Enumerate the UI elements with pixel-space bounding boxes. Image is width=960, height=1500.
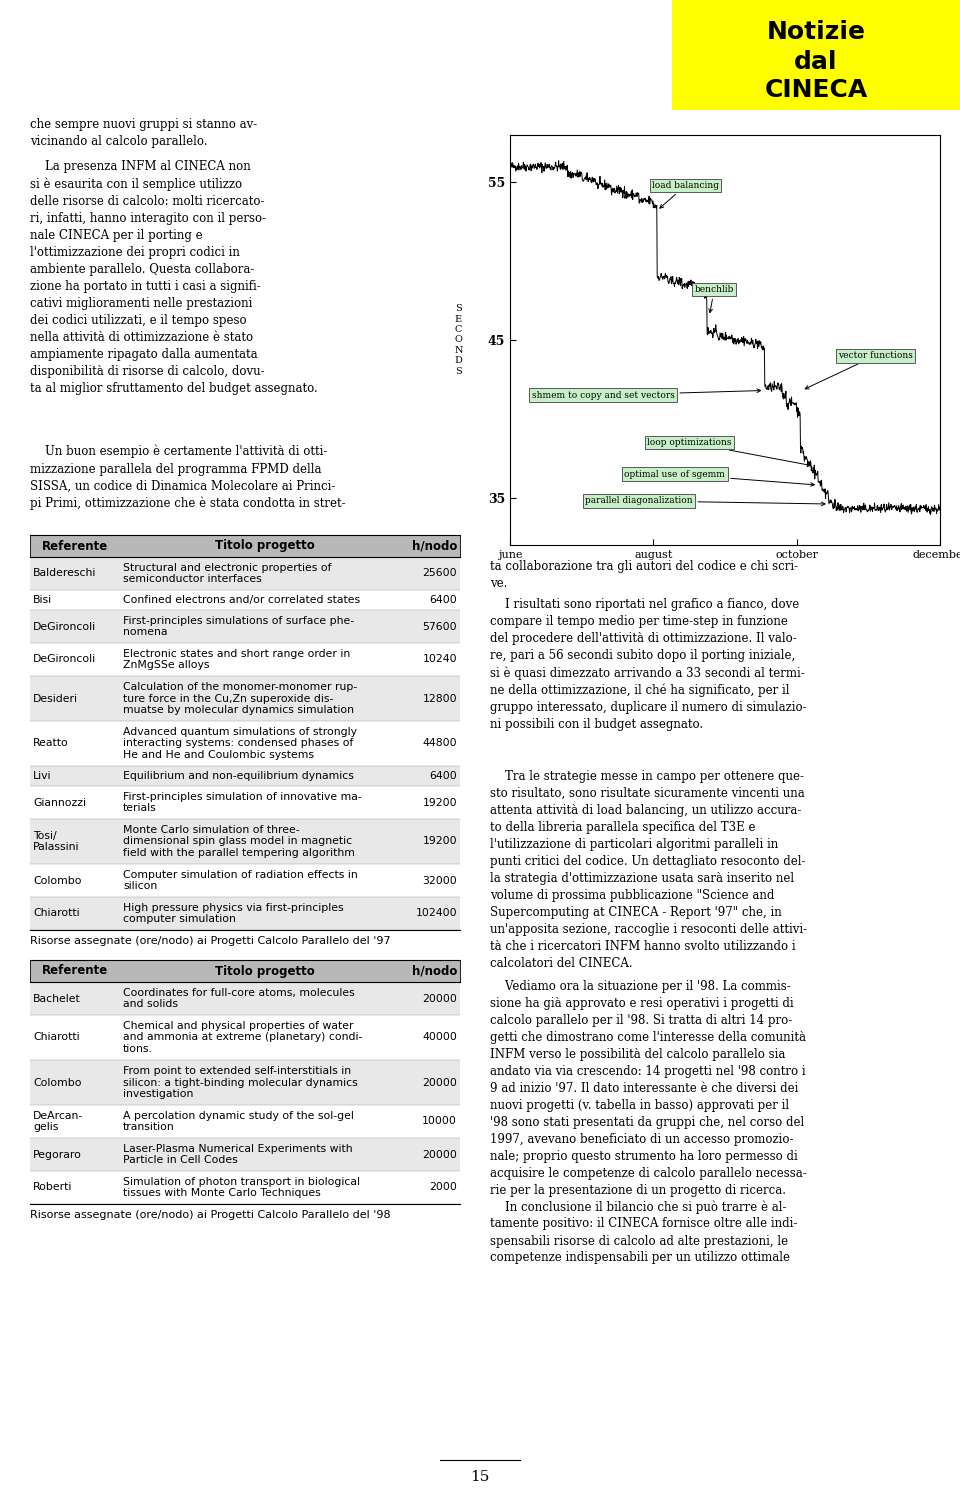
Bar	[30, 1172, 460, 1204]
Text: dal: dal	[794, 50, 838, 74]
Text: CINECA: CINECA	[764, 78, 868, 102]
Text: 44800: 44800	[422, 738, 457, 748]
Text: Referente: Referente	[42, 964, 108, 978]
Text: h/nodo: h/nodo	[412, 540, 458, 552]
Text: Referente: Referente	[42, 540, 108, 552]
Text: 6400: 6400	[429, 771, 457, 782]
Bar	[30, 536, 460, 556]
Text: First-principles simulations of surface phe-
nomena: First-principles simulations of surface …	[123, 615, 354, 638]
Text: Confined electrons and/or correlated states: Confined electrons and/or correlated sta…	[123, 596, 360, 604]
Bar	[30, 590, 460, 610]
Text: ta collaborazione tra gli autori del codice e chi scri-
ve.: ta collaborazione tra gli autori del cod…	[490, 560, 798, 590]
Text: optimal use of sgemm: optimal use of sgemm	[624, 470, 814, 486]
Text: Pegoraro: Pegoraro	[33, 1149, 82, 1160]
Text: Colombo: Colombo	[33, 876, 82, 885]
Text: DeGironcoli: DeGironcoli	[33, 621, 96, 632]
Text: Electronic states and short range order in
ZnMgSSe alloys: Electronic states and short range order …	[123, 648, 350, 670]
Text: High pressure physics via first-principles
computer simulation: High pressure physics via first-principl…	[123, 903, 344, 924]
Text: Computer simulation of radiation effects in
silicon: Computer simulation of radiation effects…	[123, 870, 358, 891]
Text: In conclusione il bilancio che si può trarre è al-
tamente positivo: il CINECA f: In conclusione il bilancio che si può tr…	[490, 1200, 798, 1264]
Text: DeGironcoli: DeGironcoli	[33, 654, 96, 664]
Text: Chiarotti: Chiarotti	[33, 909, 80, 918]
Bar	[30, 960, 460, 982]
Text: 20000: 20000	[422, 1077, 457, 1088]
Bar	[30, 982, 460, 1016]
Bar	[30, 786, 460, 819]
Text: Simulation of photon transport in biological
tissues with Monte Carlo Techniques: Simulation of photon transport in biolog…	[123, 1176, 360, 1198]
Text: First-principles simulation of innovative ma-
terials: First-principles simulation of innovativ…	[123, 792, 362, 813]
Bar	[30, 1016, 460, 1060]
Text: La presenza INFM al CINECA non
si è esaurita con il semplice utilizzo
delle riso: La presenza INFM al CINECA non si è esau…	[30, 160, 318, 394]
Text: 20000: 20000	[422, 1149, 457, 1160]
Text: Risorse assegnate (ore/nodo) ai Progetti Calcolo Parallelo del '98: Risorse assegnate (ore/nodo) ai Progetti…	[30, 1210, 391, 1219]
Text: 19200: 19200	[422, 837, 457, 846]
Text: Giannozzi: Giannozzi	[33, 798, 86, 807]
Bar	[30, 556, 460, 590]
Text: 6400: 6400	[429, 596, 457, 604]
Bar	[30, 819, 460, 864]
Text: 102400: 102400	[416, 909, 457, 918]
Text: Bachelet: Bachelet	[33, 993, 81, 1004]
Text: Un buon esempio è certamente l'attività di otti-
mizzazione parallela del progra: Un buon esempio è certamente l'attività …	[30, 446, 346, 510]
Text: 10240: 10240	[422, 654, 457, 664]
Text: Titolo progetto: Titolo progetto	[215, 540, 315, 552]
Text: Colombo: Colombo	[33, 1077, 82, 1088]
Bar	[30, 864, 460, 897]
Text: Bisi: Bisi	[33, 596, 52, 604]
Text: Chemical and physical properties of water
and ammonia at extreme (planetary) con: Chemical and physical properties of wate…	[123, 1022, 362, 1054]
Bar	[30, 1106, 460, 1138]
Text: Monte Carlo simulation of three-
dimensional spin glass model in magnetic
field : Monte Carlo simulation of three- dimensi…	[123, 825, 355, 858]
Text: Risorse assegnate (ore/nodo) ai Progetti Calcolo Parallelo del '97: Risorse assegnate (ore/nodo) ai Progetti…	[30, 936, 391, 946]
Bar	[30, 610, 460, 644]
Bar	[30, 722, 460, 766]
Bar	[30, 1060, 460, 1106]
Text: 19200: 19200	[422, 798, 457, 807]
Text: S
E
C
O
N
D
S: S E C O N D S	[454, 304, 463, 375]
Text: che sempre nuovi gruppi si stanno av-
vicinando al calcolo parallelo.: che sempre nuovi gruppi si stanno av- vi…	[30, 118, 257, 148]
Text: Titolo progetto: Titolo progetto	[215, 964, 315, 978]
Text: shmem to copy and set vectors: shmem to copy and set vectors	[532, 388, 760, 399]
Text: loop optimizations: loop optimizations	[647, 438, 811, 466]
Text: 2000: 2000	[429, 1182, 457, 1192]
Text: Vediamo ora la situazione per il '98. La commis-
sione ha già approvato e resi o: Vediamo ora la situazione per il '98. La…	[490, 980, 806, 1197]
Text: DeArcan-
gelis: DeArcan- gelis	[33, 1110, 84, 1132]
Text: I risultati sono riportati nel grafico a fianco, dove
compare il tempo medio per: I risultati sono riportati nel grafico a…	[490, 598, 806, 732]
Text: 12800: 12800	[422, 693, 457, 703]
Text: Chiarotti: Chiarotti	[33, 1032, 80, 1042]
Bar	[30, 676, 460, 722]
Text: 15: 15	[470, 1470, 490, 1484]
Text: h/nodo: h/nodo	[412, 964, 458, 978]
Text: Laser-Plasma Numerical Experiments with
Particle in Cell Codes: Laser-Plasma Numerical Experiments with …	[123, 1143, 352, 1166]
Bar	[30, 766, 460, 786]
Text: 25600: 25600	[422, 568, 457, 579]
Bar	[672, 0, 960, 110]
Text: Coordinates for full-core atoms, molecules
and solids: Coordinates for full-core atoms, molecul…	[123, 987, 355, 1010]
Text: vector functions: vector functions	[805, 351, 913, 388]
Text: Desideri: Desideri	[33, 693, 78, 703]
Text: Calculation of the monomer-monomer rup-
ture force in the Cu,Zn superoxide dis-
: Calculation of the monomer-monomer rup- …	[123, 682, 357, 716]
Text: load balancing: load balancing	[652, 182, 719, 209]
Text: From point to extended self-interstitials in
silicon: a tight-binding molecular : From point to extended self-interstitial…	[123, 1066, 358, 1100]
Text: Livi: Livi	[33, 771, 52, 782]
Text: A percolation dynamic study of the sol-gel
transition: A percolation dynamic study of the sol-g…	[123, 1110, 354, 1132]
Bar	[30, 1138, 460, 1172]
Text: 20000: 20000	[422, 993, 457, 1004]
Text: Structural and electronic properties of
semiconductor interfaces: Structural and electronic properties of …	[123, 562, 331, 585]
Text: Equilibrium and non-equilibrium dynamics: Equilibrium and non-equilibrium dynamics	[123, 771, 354, 782]
Text: Reatto: Reatto	[33, 738, 69, 748]
Text: 32000: 32000	[422, 876, 457, 885]
Text: 10000: 10000	[422, 1116, 457, 1126]
Bar	[30, 644, 460, 676]
Text: Advanced quantum simulations of strongly
interacting systems: condensed phases o: Advanced quantum simulations of strongly…	[123, 728, 357, 760]
Text: benchlib: benchlib	[695, 285, 734, 312]
Bar	[30, 897, 460, 930]
Text: Baldereschi: Baldereschi	[33, 568, 96, 579]
Text: parallel diagonalization: parallel diagonalization	[586, 496, 825, 506]
Text: Notizie: Notizie	[766, 20, 866, 44]
Text: Tosi/
Palassini: Tosi/ Palassini	[33, 831, 80, 852]
Text: 40000: 40000	[422, 1032, 457, 1042]
Text: 57600: 57600	[422, 621, 457, 632]
Text: Roberti: Roberti	[33, 1182, 72, 1192]
Text: Tra le strategie messe in campo per ottenere que-
sto risultato, sono risultate : Tra le strategie messe in campo per otte…	[490, 770, 807, 970]
